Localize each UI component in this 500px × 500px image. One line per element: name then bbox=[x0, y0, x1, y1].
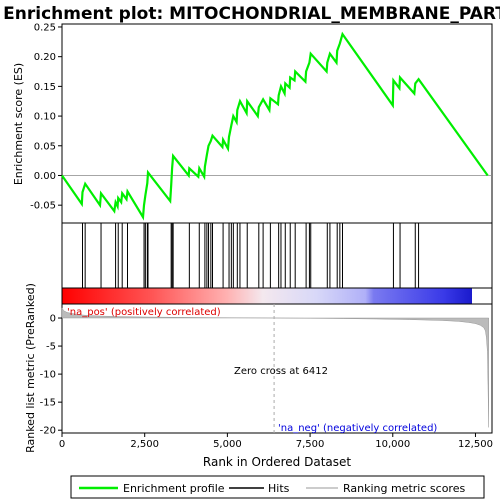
metric-y-tick-label: -15 bbox=[40, 398, 56, 409]
metric-y-tick-label: -20 bbox=[40, 426, 56, 437]
metric-y-tick-label: 0 bbox=[50, 314, 56, 325]
x-tick-label: 7,500 bbox=[296, 439, 325, 450]
metric-y-axis-label: Ranked list metric (PreRanked) bbox=[24, 283, 37, 453]
es-y-axis-label: Enrichment score (ES) bbox=[12, 63, 25, 185]
es-y-tick-label: 0.00 bbox=[34, 171, 56, 182]
x-axis-label: Rank in Ordered Dataset bbox=[203, 455, 351, 469]
metric-y-axis: 0 -5 -10 -15 -20 bbox=[40, 314, 62, 437]
es-y-tick-label: 0.20 bbox=[34, 52, 56, 63]
legend: Enrichment profile Hits Ranking metric s… bbox=[70, 475, 485, 499]
es-y-tick-label: 0.10 bbox=[34, 112, 56, 123]
hits-panel-frame bbox=[61, 222, 493, 289]
legend-box bbox=[70, 475, 485, 499]
chart-title: Enrichment plot: MITOCHONDRIAL_MEMBRANE_… bbox=[3, 4, 500, 24]
es-y-tick-label: -0.05 bbox=[30, 201, 56, 212]
zero-cross-label: Zero cross at 6412 bbox=[234, 366, 328, 377]
metric-y-tick-label: -10 bbox=[40, 370, 56, 381]
x-tick-label: 12,500 bbox=[458, 439, 493, 450]
legend-profile-label: Enrichment profile bbox=[123, 482, 225, 495]
es-y-tick-label: 0.05 bbox=[34, 141, 56, 152]
enrichment-profile-line bbox=[61, 31, 489, 221]
x-tick-label: 5,000 bbox=[213, 439, 242, 450]
metric-panel-frame bbox=[61, 303, 493, 434]
x-tick-label: 10,000 bbox=[375, 439, 410, 450]
es-y-tick-label: 0.15 bbox=[34, 82, 56, 93]
ranking-metric-area bbox=[61, 307, 489, 428]
x-tick-label: 2,500 bbox=[130, 439, 159, 450]
x-tick-label: 0 bbox=[59, 439, 65, 450]
x-axis: 0 2,500 5,000 7,500 10,000 12,500 bbox=[59, 433, 493, 450]
es-y-tick-label: 0.25 bbox=[34, 22, 56, 33]
negative-correlation-label: 'na_neg' (negatively correlated) bbox=[278, 423, 437, 434]
metric-y-tick-label: -5 bbox=[46, 342, 56, 353]
legend-metric-label: Ranking metric scores bbox=[343, 482, 465, 495]
positive-correlation-label: 'na_pos' (positively correlated) bbox=[67, 307, 221, 318]
rank-color-bar bbox=[62, 288, 472, 304]
legend-hits-label: Hits bbox=[268, 482, 290, 495]
hits-marks bbox=[82, 223, 420, 288]
es-y-axis: -0.05 0.00 0.05 0.10 0.15 0.20 0.25 bbox=[30, 22, 62, 212]
